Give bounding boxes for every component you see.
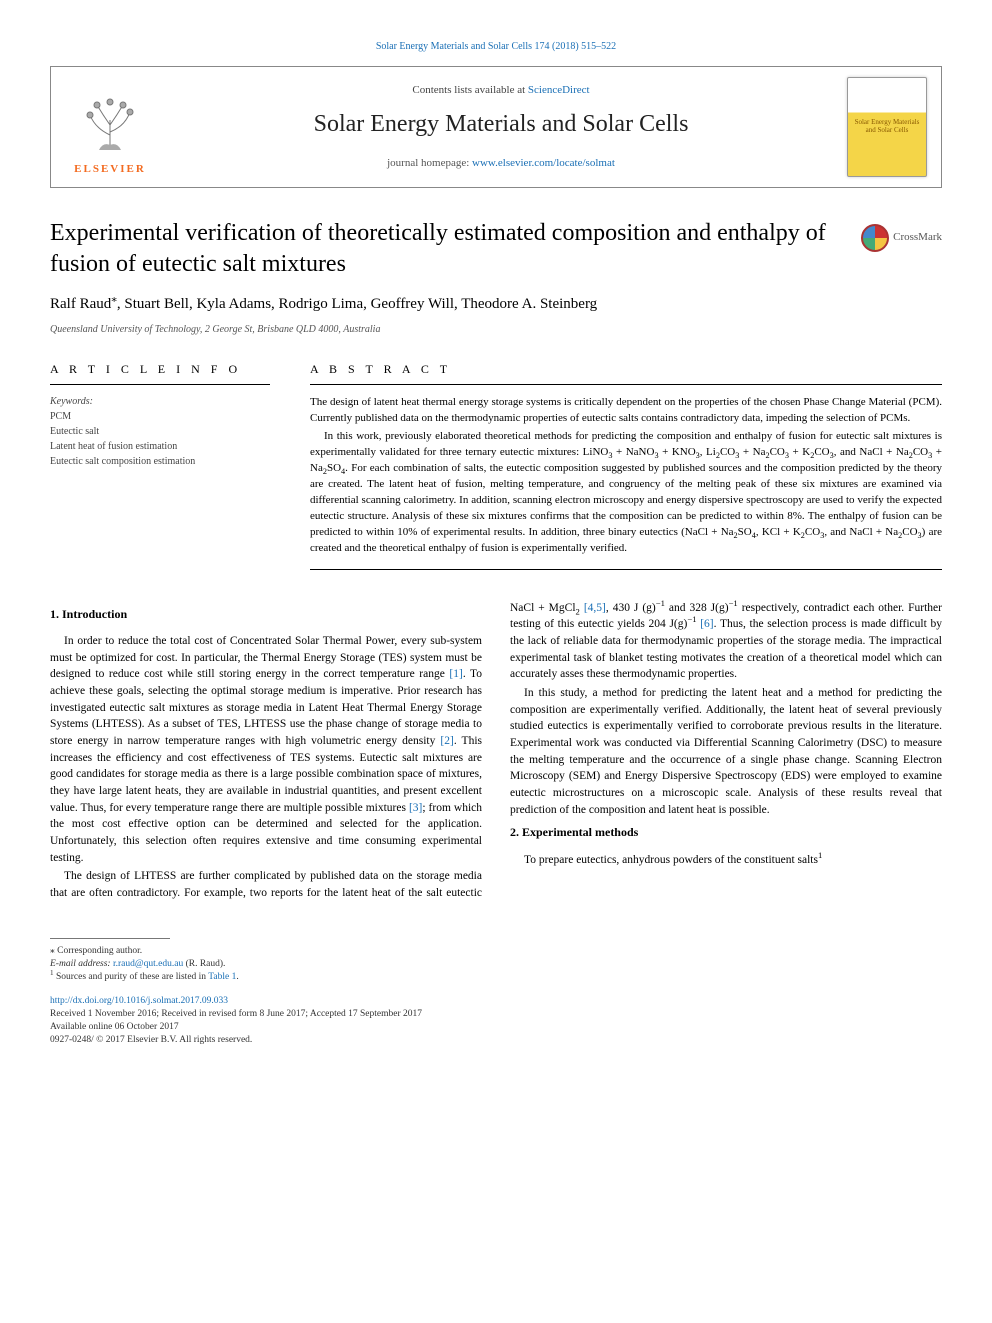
journal-name: Solar Energy Materials and Solar Cells xyxy=(155,108,847,142)
corresponding-author-note: ⁎ Corresponding author. xyxy=(50,945,942,958)
abstract-text: The design of latent heat thermal energy… xyxy=(310,395,942,556)
contents-prefix: Contents lists available at xyxy=(412,84,527,96)
list-item: Eutectic salt xyxy=(50,424,270,439)
elsevier-logo[interactable]: ELSEVIER xyxy=(65,77,155,177)
abstract-bottom-rule xyxy=(310,569,942,570)
body-two-column: 1. Introduction In order to reduce the to… xyxy=(50,600,942,902)
cover-title-text: Solar Energy Materials and Solar Cells xyxy=(852,119,922,134)
abstract-block: A B S T R A C T The design of latent hea… xyxy=(310,361,942,569)
footnote-1: 1 Sources and purity of these are listed… xyxy=(50,971,942,984)
author-email-link[interactable]: r.raud@qut.edu.au xyxy=(113,959,183,969)
elsevier-tree-icon xyxy=(75,90,145,160)
paragraph: The design of latent heat thermal energy… xyxy=(310,395,942,427)
received-dates: Received 1 November 2016; Received in re… xyxy=(50,1008,942,1021)
copyright-line: 0927-0248/ © 2017 Elsevier B.V. All righ… xyxy=(50,1034,942,1047)
page: Solar Energy Materials and Solar Cells 1… xyxy=(0,0,992,1078)
header-center: Contents lists available at ScienceDirec… xyxy=(155,83,847,171)
doi-link[interactable]: http://dx.doi.org/10.1016/j.solmat.2017.… xyxy=(50,996,228,1006)
keywords-list: PCMEutectic saltLatent heat of fusion es… xyxy=(50,409,270,469)
journal-homepage-line: journal homepage: www.elsevier.com/locat… xyxy=(155,156,847,171)
title-row: Experimental verification of theoretical… xyxy=(50,218,942,280)
article-title: Experimental verification of theoretical… xyxy=(50,218,841,280)
list-item: Latent heat of fusion estimation xyxy=(50,439,270,454)
corresponding-marker: ⁎ xyxy=(111,293,117,305)
body-paragraph: In this study, a method for predicting t… xyxy=(510,685,942,818)
journal-cover-thumbnail[interactable]: Solar Energy Materials and Solar Cells xyxy=(847,77,927,177)
paragraph: In this work, previously elaborated theo… xyxy=(310,429,942,557)
section-heading: 2. Experimental methods xyxy=(510,824,942,841)
keywords-label: Keywords: xyxy=(50,395,270,409)
top-citation[interactable]: Solar Energy Materials and Solar Cells 1… xyxy=(50,40,942,54)
list-item: Eutectic salt composition estimation xyxy=(50,454,270,469)
meta-row: A R T I C L E I N F O Keywords: PCMEutec… xyxy=(50,361,942,569)
footnotes: ⁎ Corresponding author. E-mail address: … xyxy=(50,945,942,985)
affiliation: Queensland University of Technology, 2 G… xyxy=(50,323,942,337)
crossmark-label: CrossMark xyxy=(893,230,942,245)
body-paragraph: To prepare eutectics, anhydrous powders … xyxy=(510,852,942,869)
elsevier-wordmark: ELSEVIER xyxy=(74,162,146,177)
journal-header: ELSEVIER Contents lists available at Sci… xyxy=(50,66,942,188)
crossmark-badge[interactable]: CrossMark xyxy=(861,224,942,252)
section-heading: 1. Introduction xyxy=(50,606,482,623)
body-paragraph: In order to reduce the total cost of Con… xyxy=(50,633,482,866)
authors-line: Ralf Raud⁎, Stuart Bell, Kyla Adams, Rod… xyxy=(50,294,942,315)
article-info-heading: A R T I C L E I N F O xyxy=(50,361,270,385)
footnote-rule xyxy=(50,938,170,939)
journal-homepage-link[interactable]: www.elsevier.com/locate/solmat xyxy=(472,157,615,169)
email-line: E-mail address: r.raud@qut.edu.au (R. Ra… xyxy=(50,958,942,971)
email-label: E-mail address: xyxy=(50,959,113,969)
list-item: PCM xyxy=(50,409,270,424)
abstract-heading: A B S T R A C T xyxy=(310,361,942,385)
available-online: Available online 06 October 2017 xyxy=(50,1021,942,1034)
article-info-block: A R T I C L E I N F O Keywords: PCMEutec… xyxy=(50,361,270,569)
contents-available-line: Contents lists available at ScienceDirec… xyxy=(155,83,847,98)
sciencedirect-link[interactable]: ScienceDirect xyxy=(528,84,590,96)
homepage-prefix: journal homepage: xyxy=(387,157,472,169)
doi-block: http://dx.doi.org/10.1016/j.solmat.2017.… xyxy=(50,995,942,1048)
crossmark-icon xyxy=(861,224,889,252)
email-suffix: (R. Raud). xyxy=(183,959,225,969)
